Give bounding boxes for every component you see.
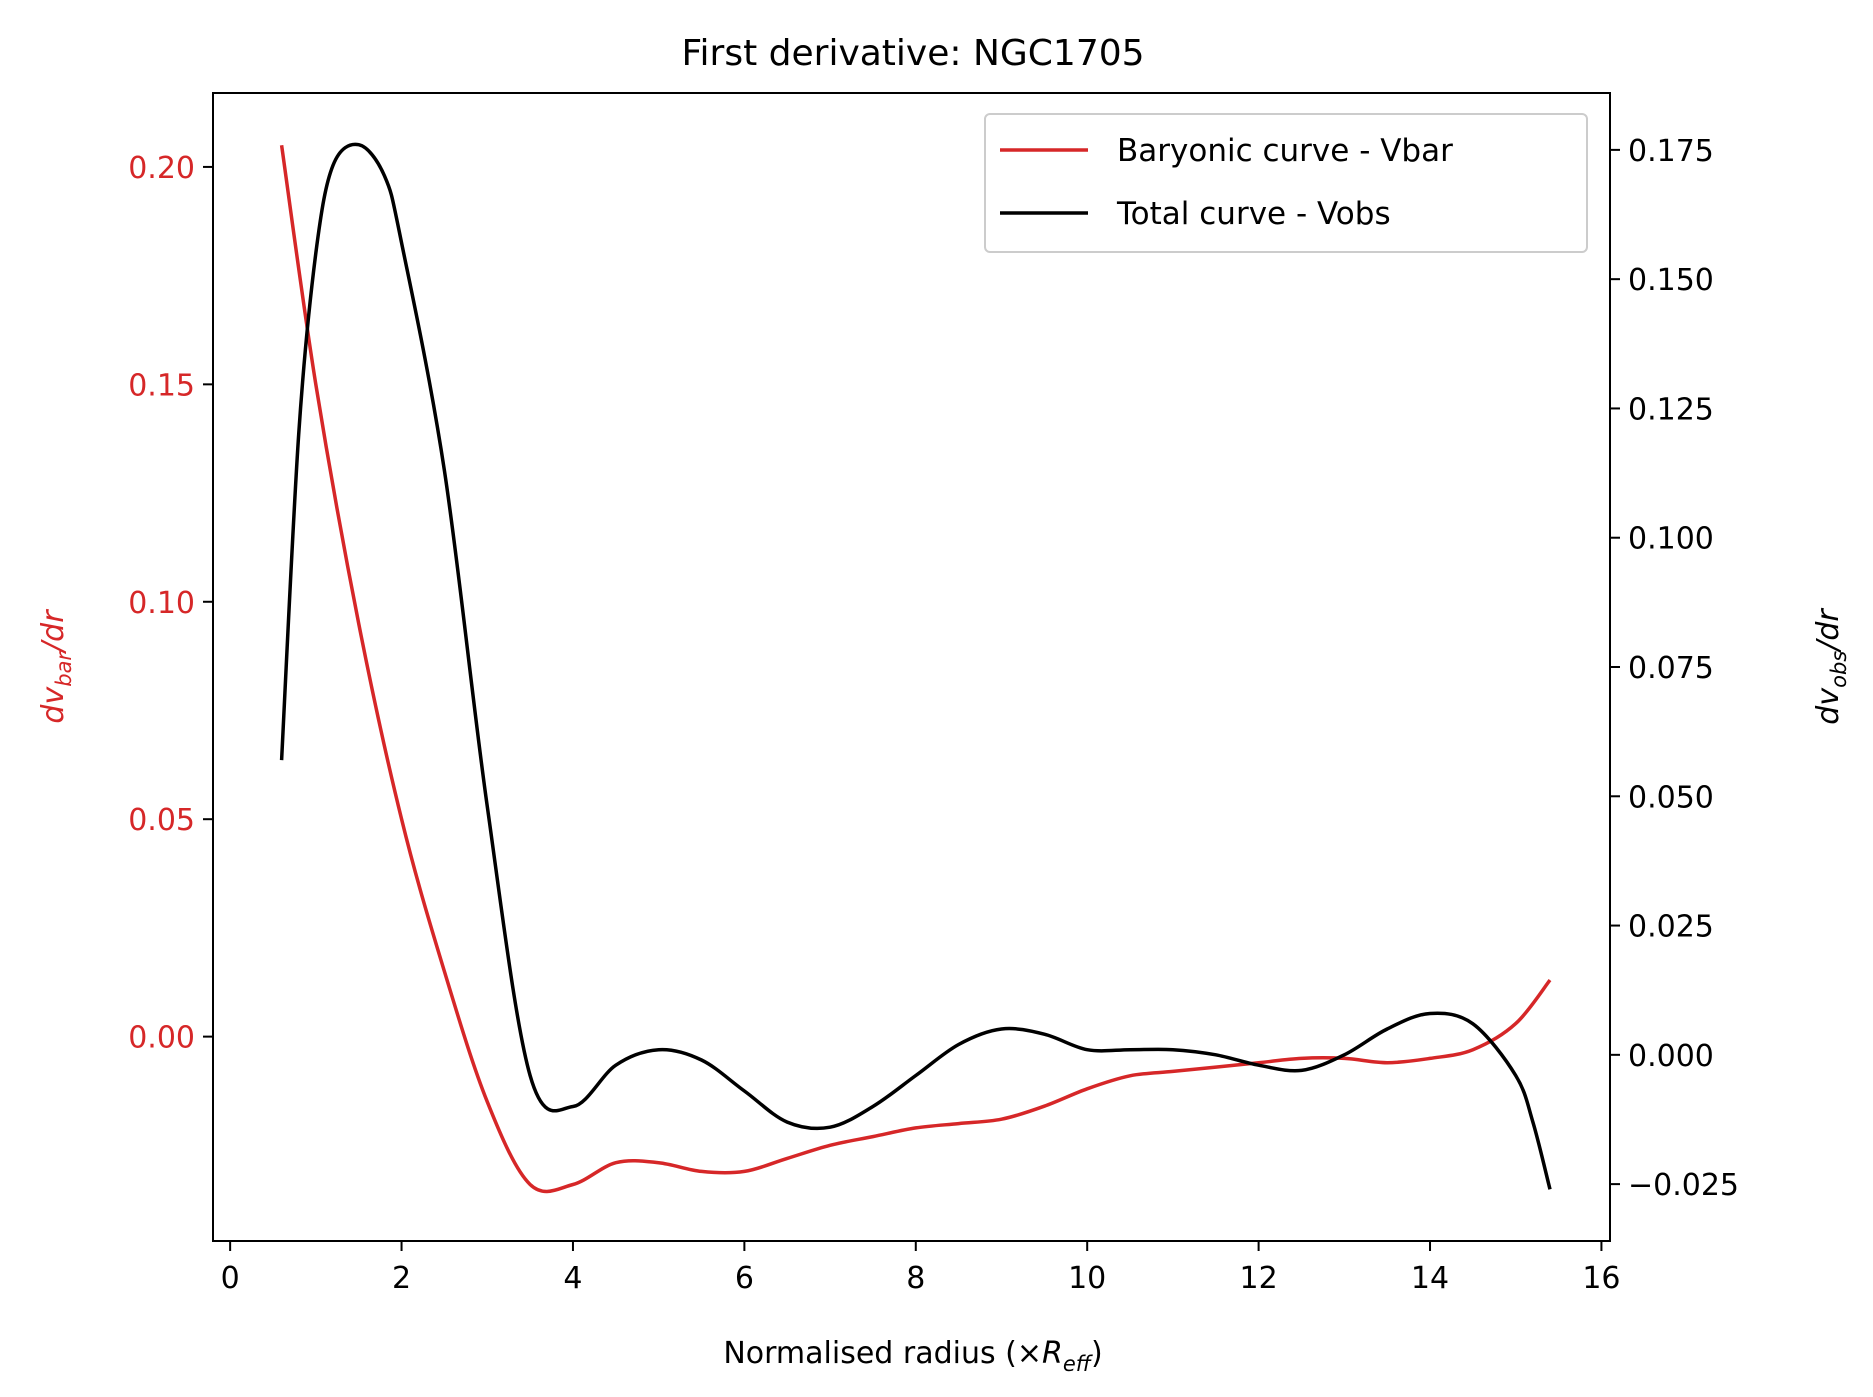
plot-frame bbox=[212, 92, 1611, 1242]
y-left-axis-title: dvbar/dr bbox=[36, 609, 76, 724]
x-tick-label: 2 bbox=[392, 1261, 411, 1296]
x-tick-label: 8 bbox=[906, 1261, 925, 1296]
x-tick-label: 0 bbox=[221, 1261, 240, 1296]
x-tick-label: 14 bbox=[1411, 1261, 1449, 1296]
legend-label-vbar: Baryonic curve - Vbar bbox=[1117, 133, 1453, 169]
y-right-tick-label: 0.100 bbox=[1628, 522, 1714, 557]
y-left-axis-ticks: 0.00 0.05 0.10 0.15 0.20 bbox=[128, 151, 213, 1056]
x-tick-label: 4 bbox=[563, 1261, 582, 1296]
y-left-tick-label: 0.15 bbox=[128, 368, 195, 403]
legend: Baryonic curve - Vbar Total curve - Vobs bbox=[984, 113, 1588, 253]
x-tick-label: 12 bbox=[1240, 1261, 1278, 1296]
x-axis-ticks: 0 2 4 6 8 10 12 14 16 bbox=[221, 1241, 1621, 1296]
y-right-tick-label: 0.025 bbox=[1628, 910, 1714, 945]
x-tick-label: 6 bbox=[735, 1261, 754, 1296]
y-right-tick-label: 0.125 bbox=[1628, 392, 1714, 427]
legend-box bbox=[984, 113, 1588, 253]
plot-series bbox=[279, 142, 1552, 1194]
series-line-vbar bbox=[279, 144, 1552, 1194]
y-left-tick-label: 0.20 bbox=[128, 151, 195, 186]
y-left-tick-label: 0.00 bbox=[128, 1021, 195, 1056]
legend-label-vobs: Total curve - Vobs bbox=[1116, 196, 1391, 232]
y-left-tick-label: 0.05 bbox=[128, 803, 195, 838]
y-right-tick-label: 0.075 bbox=[1628, 651, 1714, 686]
y-left-tick-label: 0.10 bbox=[128, 586, 195, 621]
x-tick-label: 16 bbox=[1582, 1261, 1620, 1296]
y-right-axis-title: dvobs/dr bbox=[1811, 608, 1851, 725]
x-tick-label: 10 bbox=[1068, 1261, 1106, 1296]
y-right-tick-label: 0.150 bbox=[1628, 263, 1714, 298]
series-line-vobs bbox=[279, 142, 1552, 1190]
chart-title: First derivative: NGC1705 bbox=[681, 33, 1144, 74]
y-right-tick-label: 0.050 bbox=[1628, 780, 1714, 815]
y-right-axis-ticks: −0.025 0.000 0.025 0.050 0.075 0.100 0.125 0.15… bbox=[1610, 134, 1739, 1203]
y-right-tick-label: 0.175 bbox=[1628, 134, 1714, 169]
y-right-tick-label: 0.000 bbox=[1628, 1039, 1714, 1074]
x-axis-title: Normalised radius (×Reff) bbox=[723, 1336, 1102, 1376]
y-right-tick-label: −0.025 bbox=[1628, 1168, 1739, 1203]
